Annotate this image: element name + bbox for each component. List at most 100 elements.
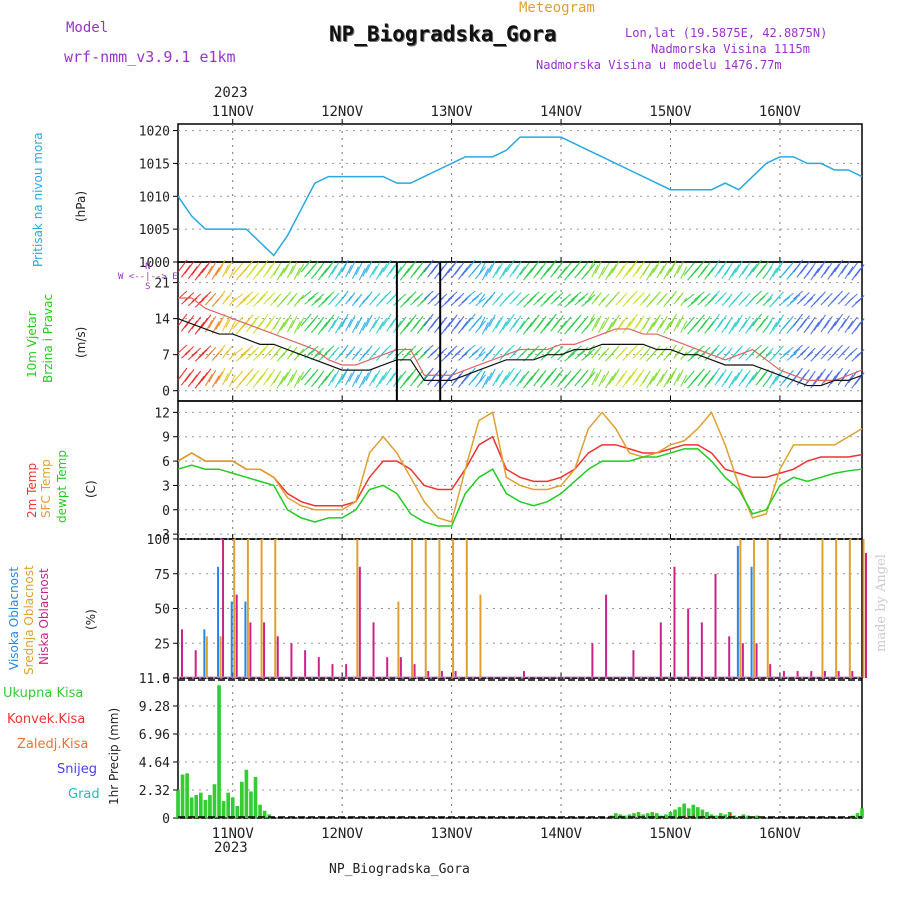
wind-barb bbox=[793, 259, 804, 273]
cloud-bar-1 bbox=[438, 539, 441, 678]
wind-barb bbox=[314, 347, 325, 357]
wind-barb bbox=[512, 369, 522, 382]
wind-barb bbox=[471, 261, 483, 274]
wind-barb bbox=[656, 265, 665, 279]
precip-bar-0 bbox=[217, 685, 221, 818]
wind-barb bbox=[635, 315, 645, 328]
wind-barb bbox=[752, 344, 762, 354]
wind-barb bbox=[536, 369, 547, 383]
wind-barb bbox=[331, 346, 340, 356]
wind-barb bbox=[259, 313, 269, 327]
wind-barb bbox=[738, 265, 748, 279]
wind-barb bbox=[577, 369, 589, 383]
cloud-bar-2 bbox=[851, 671, 854, 678]
xtick-label-top: 13NOV bbox=[431, 104, 474, 120]
wind-barb bbox=[782, 292, 794, 302]
wind-barb bbox=[734, 368, 743, 382]
wind-barb bbox=[499, 267, 507, 280]
legend-conv-precip: Konvek.Kisa bbox=[7, 712, 86, 727]
wind-barb bbox=[700, 261, 711, 275]
wind-barb bbox=[228, 297, 236, 307]
wind-barb bbox=[334, 267, 343, 280]
wind-barb bbox=[362, 318, 370, 331]
precip-bar-0 bbox=[691, 804, 696, 818]
wind-barb bbox=[752, 367, 762, 381]
wind-barb bbox=[659, 346, 668, 356]
wind-barb bbox=[297, 371, 305, 384]
wind-barb bbox=[492, 265, 501, 279]
wind-barb bbox=[632, 372, 642, 386]
wind-barb bbox=[369, 265, 377, 279]
wind-barb bbox=[259, 367, 269, 381]
wind-barb bbox=[372, 261, 381, 275]
wind-barb bbox=[502, 371, 511, 385]
wind-barb bbox=[485, 318, 493, 331]
wind-barb bbox=[413, 369, 424, 383]
pressure-ylabel: Pritisak na nivou mora bbox=[31, 132, 45, 267]
wind-barb bbox=[748, 263, 758, 277]
wind-barb bbox=[700, 369, 711, 383]
wind-barb bbox=[232, 293, 244, 303]
xtick-label-top: 14NOV bbox=[540, 104, 583, 120]
wind-barb bbox=[567, 295, 579, 304]
wind-barb bbox=[204, 373, 213, 387]
wind-barb bbox=[557, 374, 568, 388]
wind-barb bbox=[499, 375, 507, 388]
cloud-bar-0 bbox=[203, 629, 206, 678]
wind-barb bbox=[673, 265, 681, 278]
wind-barb bbox=[584, 348, 596, 358]
wind-barb bbox=[358, 376, 366, 389]
wind-barb bbox=[574, 296, 586, 306]
wind-barb bbox=[786, 298, 798, 307]
wind-barb bbox=[211, 267, 220, 280]
wind-barb bbox=[519, 316, 530, 330]
wind-barb bbox=[406, 260, 417, 274]
wind-barb bbox=[495, 261, 504, 275]
cloud-bar-2 bbox=[741, 643, 744, 678]
precip-bar-0 bbox=[673, 809, 677, 818]
cloud-bar-2 bbox=[222, 539, 225, 678]
wind-barb bbox=[700, 292, 711, 302]
wind-barb bbox=[512, 261, 522, 274]
wind-barb bbox=[324, 314, 335, 328]
wind-barb bbox=[694, 291, 705, 301]
wind-barb bbox=[328, 319, 336, 333]
wind-barb bbox=[232, 370, 244, 384]
wind-barb bbox=[529, 368, 540, 382]
wind-barb bbox=[769, 267, 778, 281]
wind-barb bbox=[276, 267, 285, 281]
wind-barb bbox=[300, 344, 312, 354]
wind-barb bbox=[228, 351, 236, 361]
wind-barb bbox=[669, 259, 677, 273]
wind-barb bbox=[652, 314, 661, 328]
cloud-bar-2 bbox=[358, 566, 361, 678]
wind-barb bbox=[478, 316, 486, 330]
wind-barb bbox=[324, 291, 335, 301]
wind-barb bbox=[659, 369, 668, 383]
wind-barb bbox=[615, 373, 625, 387]
wind-barb bbox=[516, 374, 526, 388]
wind-barb bbox=[748, 371, 758, 385]
wind-barb bbox=[776, 345, 784, 355]
wind-barb bbox=[488, 260, 496, 273]
wind-barb bbox=[823, 261, 833, 275]
wind-barb bbox=[297, 294, 305, 304]
wind-barb bbox=[382, 313, 392, 327]
cloud-bar-1 bbox=[205, 636, 208, 678]
wind-barb bbox=[201, 260, 212, 274]
precip-bar-0 bbox=[677, 807, 682, 818]
wind-barb bbox=[587, 313, 595, 327]
xtick-label-bottom: 11NOV bbox=[212, 826, 255, 842]
wind-barb bbox=[228, 266, 236, 279]
wind-barb bbox=[221, 265, 229, 278]
wind-barb bbox=[505, 259, 515, 273]
ytick-label-wind: 21 bbox=[154, 277, 170, 292]
wind-barb bbox=[734, 314, 743, 328]
wind-barb bbox=[601, 347, 610, 357]
precip-bar-0 bbox=[249, 791, 253, 818]
wind-barb bbox=[488, 368, 496, 381]
cloud-bar-0 bbox=[230, 601, 233, 678]
ytick-label-temperature: 6 bbox=[162, 455, 170, 470]
wind-barb bbox=[386, 264, 396, 278]
cloud-bar-2 bbox=[755, 643, 758, 678]
